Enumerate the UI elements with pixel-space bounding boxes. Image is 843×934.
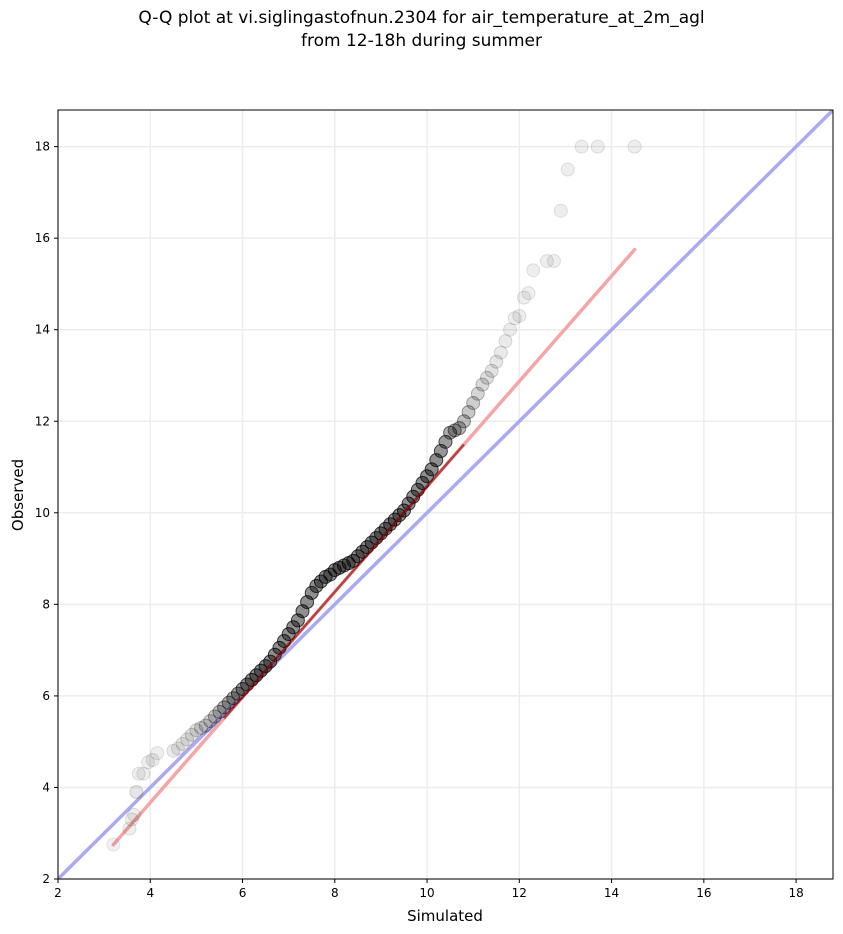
quantile-point [150, 746, 165, 761]
quantile-point [286, 620, 301, 635]
quantile-point [122, 821, 137, 836]
quantile-point [175, 736, 190, 751]
quantile-point [189, 723, 204, 738]
quantile-point [456, 414, 471, 429]
y-tick-label: 8 [42, 597, 50, 611]
quantile-point [166, 743, 181, 758]
quantile-point [574, 139, 589, 154]
quantile-points [106, 139, 642, 852]
quantile-point [466, 395, 481, 410]
quantile-point [184, 727, 199, 742]
quantile-point [145, 752, 160, 767]
quantile-point [194, 720, 209, 735]
x-tick-label: 8 [331, 886, 339, 900]
x-axis-label: Simulated [407, 907, 483, 925]
quantile-point [526, 263, 541, 278]
quantile-point [512, 308, 527, 323]
quantile-point [304, 585, 319, 600]
quantile-point [106, 837, 121, 852]
y-tick-label: 2 [42, 872, 50, 886]
y-tick-label: 10 [35, 506, 50, 520]
quantile-point [401, 496, 416, 511]
quantile-point [207, 709, 222, 724]
x-tick-label: 6 [239, 886, 247, 900]
quantile-point [493, 345, 508, 360]
x-tick-label: 16 [696, 886, 711, 900]
quantile-point [212, 704, 227, 719]
y-axis-label: Observed [9, 459, 27, 531]
quantile-point [521, 286, 536, 301]
quantile-point [136, 766, 151, 781]
y-tick-label: 4 [42, 780, 50, 794]
quantile-point [127, 807, 142, 822]
y-tick-label: 14 [35, 323, 50, 337]
x-tick-label: 12 [512, 886, 527, 900]
x-tick-label: 2 [54, 886, 62, 900]
quantile-point [507, 311, 522, 326]
x-tick-label: 18 [788, 886, 803, 900]
x-tick-label: 10 [419, 886, 434, 900]
quantile-point [170, 741, 185, 756]
reference-lines [58, 110, 833, 879]
quantile-point [203, 714, 218, 729]
quantile-point [480, 370, 495, 385]
x-tick-label: 14 [604, 886, 619, 900]
quantile-point [129, 785, 144, 800]
quantile-point [590, 139, 605, 154]
quantile-point [447, 423, 462, 438]
quantile-point [140, 755, 155, 770]
quantile-point [498, 334, 513, 349]
quantile-point [263, 654, 278, 669]
quantile-point [546, 254, 561, 269]
quantile-point [124, 812, 139, 827]
quantile-point [470, 386, 485, 401]
quantile-point [516, 290, 531, 305]
quantile-point [539, 254, 554, 269]
y-tick-label: 16 [35, 231, 50, 245]
quantile-point [553, 203, 568, 218]
quantile-point [503, 322, 518, 337]
quantile-point [475, 377, 490, 392]
quantile-point [420, 469, 435, 484]
y-tick-label: 6 [42, 689, 50, 703]
chart-title-line-2: from 12-18h during summer [301, 31, 542, 51]
chart-title-line-1: Q-Q plot at vi.siglingastofnun.2304 for … [138, 8, 705, 28]
y-tick-label: 12 [35, 414, 50, 428]
quantile-point [281, 627, 296, 642]
quantile-point [560, 162, 575, 177]
quantile-point [131, 766, 146, 781]
axis-ticks: 2 4 6 8 10 12 14 16 18 2 4 6 8 10 12 14 16 18 [35, 140, 804, 900]
y-tick-label: 18 [35, 140, 50, 154]
quantile-point [443, 425, 458, 440]
quantile-point [396, 503, 411, 518]
quantile-point [452, 421, 467, 436]
quantile-point [627, 139, 642, 154]
quantile-point [484, 363, 499, 378]
quantile-point [217, 700, 232, 715]
quantile-point [461, 405, 476, 420]
quantile-point [198, 718, 213, 733]
plot-frame [57, 109, 834, 880]
quantile-point [489, 354, 504, 369]
x-tick-label: 4 [146, 886, 154, 900]
identity-line [58, 110, 833, 879]
quantile-point [180, 732, 195, 747]
fit-line-dense-segment [223, 443, 465, 720]
